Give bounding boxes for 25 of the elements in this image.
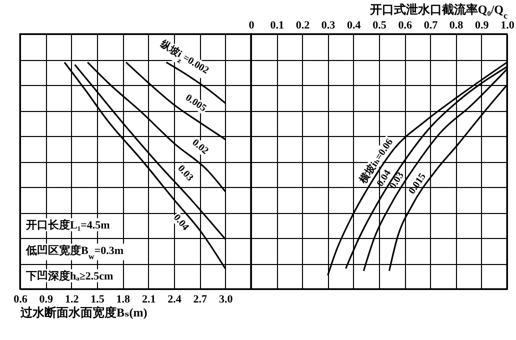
x-tick-label: 1.8 [116, 294, 131, 306]
x-tick-label: 0.9 [39, 294, 54, 306]
x-tick-label: 0.1 [270, 20, 284, 32]
x-tick-label: 0.8 [449, 20, 464, 32]
annotation: 低凹区宽度B$_{w}$=0.3m [25, 244, 124, 260]
x-tick-label: 0.2 [296, 20, 310, 32]
x-tick-label: 2.7 [193, 294, 208, 306]
x-tick-label: 0.5 [372, 20, 387, 32]
annotation: 下凹深度hₐ≥2.5cm [25, 269, 114, 282]
x-axis-title: 过水断面水面宽度Bₛ(m) [20, 306, 148, 320]
x-tick-label: 1.2 [64, 294, 80, 306]
x-tick-label: 0.3 [321, 20, 336, 32]
x-tick-label: 1.0 [500, 20, 515, 32]
x-tick-label: 3.0 [218, 294, 234, 306]
x-tick-label: 1.5 [90, 294, 105, 306]
x-tick-label: 2.4 [168, 294, 182, 306]
x-tick-label: 2.1 [142, 294, 156, 306]
annotation: 开口长度L₁=4.5m [25, 218, 110, 232]
x-tick-label: 0.6 [398, 20, 412, 32]
x-tick-label: 0.9 [475, 20, 490, 32]
x-tick-label: 0.4 [347, 20, 362, 32]
x-tick-label: 0 [248, 20, 255, 32]
x-tick-label: 0.7 [424, 20, 438, 32]
x-axis-title: 开口式泄水口截流率Q₀/Q$_{c}$ [368, 2, 508, 20]
x-tick-label: 0.6 [14, 294, 28, 306]
